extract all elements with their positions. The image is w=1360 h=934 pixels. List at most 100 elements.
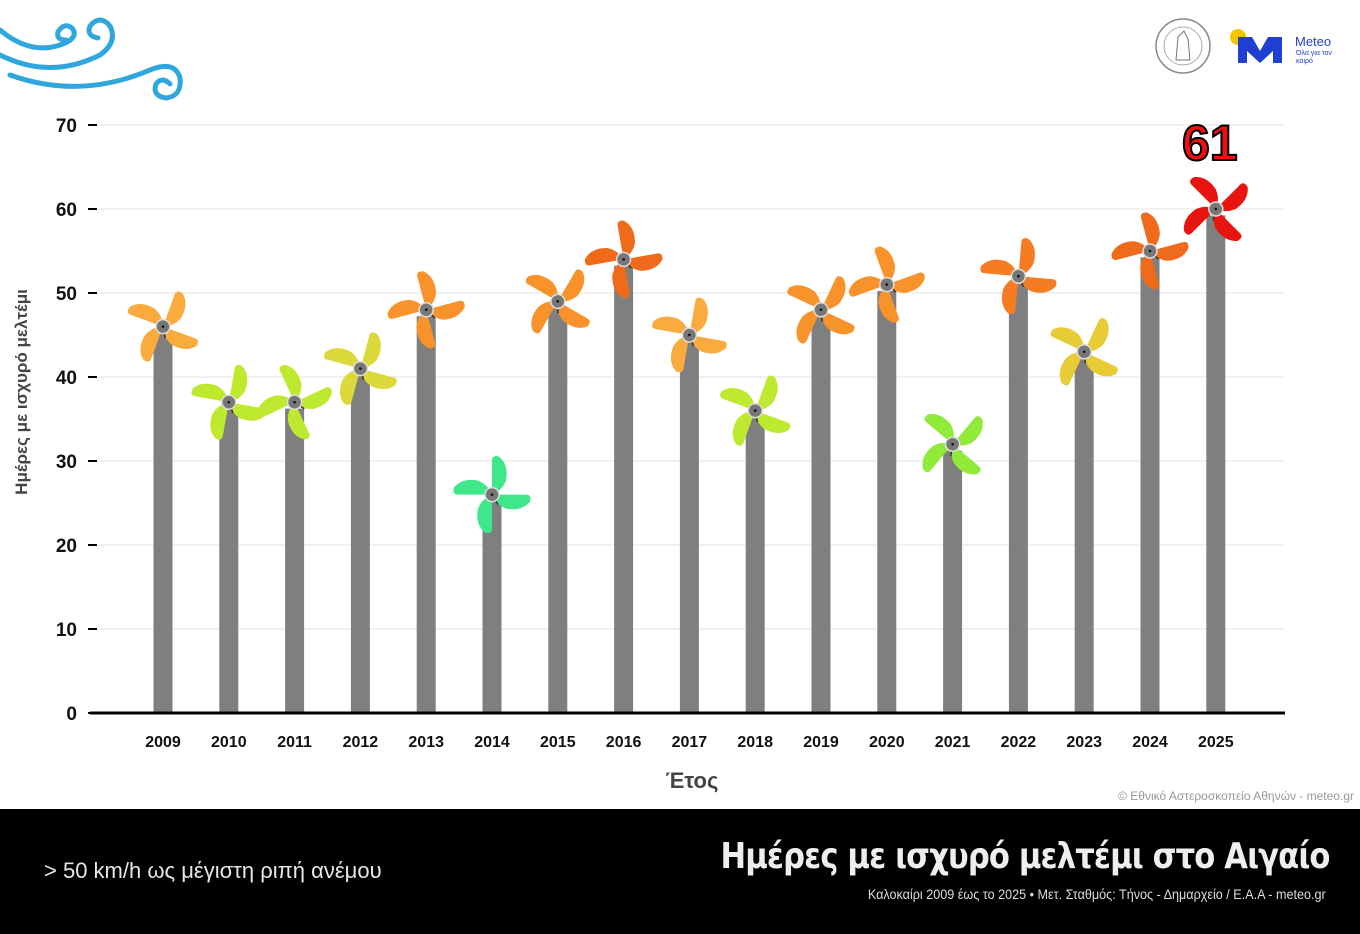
meteo-logo-text: Meteo [1295,34,1332,49]
chart-title: Ημέρες με ισχυρό μελτέμι στο Αιγαίο [720,836,1331,877]
x-tick-label: 2016 [606,734,642,751]
pinwheel-pin [1082,350,1086,354]
pinwheel-blade [257,395,295,418]
pinwheel-blade [1213,209,1242,241]
y-tick-label: 40 [56,368,77,389]
x-tick-label: 2013 [408,734,444,751]
pinwheel-pin [753,409,757,412]
pinwheel-blade [557,269,585,302]
pinwheel-blade [796,309,821,344]
x-tick-label: 2009 [145,734,181,751]
pinwheel-pin [490,493,494,496]
pinwheel-pin [227,400,231,404]
pinwheel-blade [163,326,199,350]
y-tick-label: 30 [56,452,77,473]
pinwheel-icon [922,414,983,475]
pinwheel-pin [1214,207,1218,211]
pinwheel-blade [652,316,690,335]
pinwheel-blade [191,383,229,403]
y-tick-label: 0 [66,704,77,725]
pinwheel-blade [922,442,953,473]
pinwheel-blade [720,388,756,411]
pinwheel-icon [324,332,397,405]
pinwheel-blade [886,272,925,293]
pinwheel-blade [477,494,492,534]
pinwheel-icon [453,456,531,534]
pinwheel-blade [453,479,492,495]
pinwheel-blade [140,326,163,362]
pinwheel-blade [821,276,846,310]
x-tick-label: 2015 [540,734,576,751]
pinwheel-pin [359,367,362,370]
pinwheel-blade [387,299,427,319]
pinwheel-blade [755,375,778,411]
pinwheel-blade [287,402,310,440]
pinwheel-icon [1111,212,1189,290]
pinwheel-blade [1140,251,1160,290]
chart: 0 10 20 30 40 50 60 70 2009 2010 2011 2012 2013 2014 2… [0,17,1285,793]
x-tick-label: 2014 [474,734,510,751]
pinwheel-blade [1084,318,1109,352]
pinwheel-blade [228,364,248,403]
pinwheel-blade [1111,241,1150,261]
pinwheel-blade [279,364,302,403]
pinwheel-blade [1050,327,1085,352]
pinwheel-icon [127,291,199,362]
pinwheel-blade [525,274,559,302]
x-tick-label: 2018 [737,734,773,751]
pinwheel-pin [293,400,296,404]
pinwheel-blade [426,300,465,320]
pinwheel-pin [424,308,428,312]
x-tick-label: 2024 [1132,734,1168,751]
pinwheel-blade [228,402,267,421]
x-tick-label: 2021 [935,734,971,751]
pinwheel-blade [1190,177,1218,209]
pinwheel-blade [848,276,887,297]
meteo-logo-tagline: Όλα για τον καιρό [1296,50,1332,65]
x-tick-label: 2020 [869,734,905,751]
pinwheel-blade [360,368,397,390]
pinwheel-blade [924,414,954,445]
pinwheel-pin [1148,249,1152,253]
pinwheel-pin [819,308,823,312]
pinwheel-blade [416,309,436,349]
y-tick-label: 10 [56,620,77,641]
pinwheel-blade [127,304,163,327]
footer-banner [0,809,1360,934]
pinwheel-blade [492,494,531,510]
pinwheel-icon [720,375,791,446]
pinwheel-pin [1017,274,1020,278]
pinwheel-blade [1059,351,1085,386]
x-tick-label: 2017 [672,734,708,751]
threshold-note: > 50 km/h ως μέγιστη ριπή ανέμου [44,858,382,883]
pinwheel-icon [525,269,590,334]
pinwheel-blade [1084,351,1118,377]
pinwheel-blade [1140,212,1160,251]
pinwheel-pin [622,258,625,261]
pinwheel-blade [360,332,381,369]
pinwheel-blade [874,246,896,285]
pinwheel-icon [980,238,1057,315]
y-tick-label: 70 [56,116,77,137]
pinwheel-icon [191,364,267,440]
x-tick-label: 2023 [1066,734,1102,751]
pinwheel-blade [952,416,983,446]
pinwheel-blade [1150,241,1189,261]
pinwheel-blade [294,387,332,409]
pinwheel-blade [689,335,727,354]
pinwheel-blade [163,291,186,327]
value-annotation: 61 [1182,115,1238,171]
pinwheel-blade [584,248,624,266]
pinwheel-icon [1050,318,1118,386]
pinwheel-pin [951,442,954,446]
pinwheel-blade [531,301,558,334]
pinwheel-blade [339,368,361,405]
chart-subtitle: Καλοκαίρι 2009 έως το 2025 • Μετ. Σταθμό… [868,886,1326,902]
pinwheel-blade [557,301,590,328]
pinwheel-icon [257,364,332,440]
pinwheel-blade [670,335,690,373]
pinwheel-blade [689,297,708,335]
pinwheel-blade [1018,276,1057,293]
x-tick-label: 2022 [1001,734,1037,751]
pinwheel-blade [787,285,822,310]
